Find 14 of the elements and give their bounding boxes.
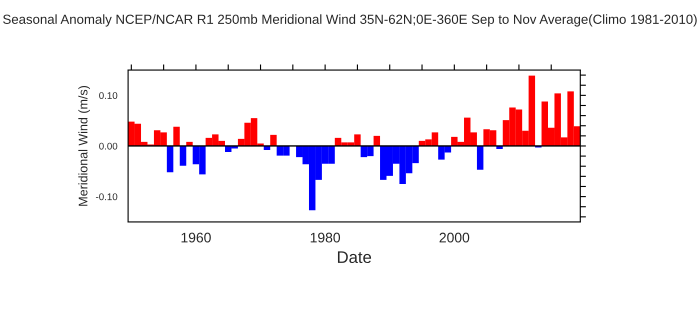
chart-title: Seasonal Anomaly NCEP/NCAR R1 250mb Meridional Wind 35N-62N;0E-360E Sep to Nov Average(Climo 1981-2010) [3, 14, 697, 27]
y-tick-label: 0.00 [99, 142, 118, 150]
bar [374, 136, 380, 146]
bar [270, 134, 277, 146]
bar [173, 126, 180, 146]
bar [476, 146, 484, 170]
y-axis-title: Meridional Wind (m/s) [78, 86, 90, 206]
y-tick-label: -0.10 [96, 193, 118, 200]
y-tick-label: 0.10 [99, 92, 118, 99]
x-tick-label: 1960 [182, 232, 211, 243]
x-tick-label: 2000 [440, 232, 470, 243]
bar [166, 146, 174, 172]
x-tick-label: 1980 [310, 232, 340, 243]
x-axis-title: Date [338, 251, 372, 264]
